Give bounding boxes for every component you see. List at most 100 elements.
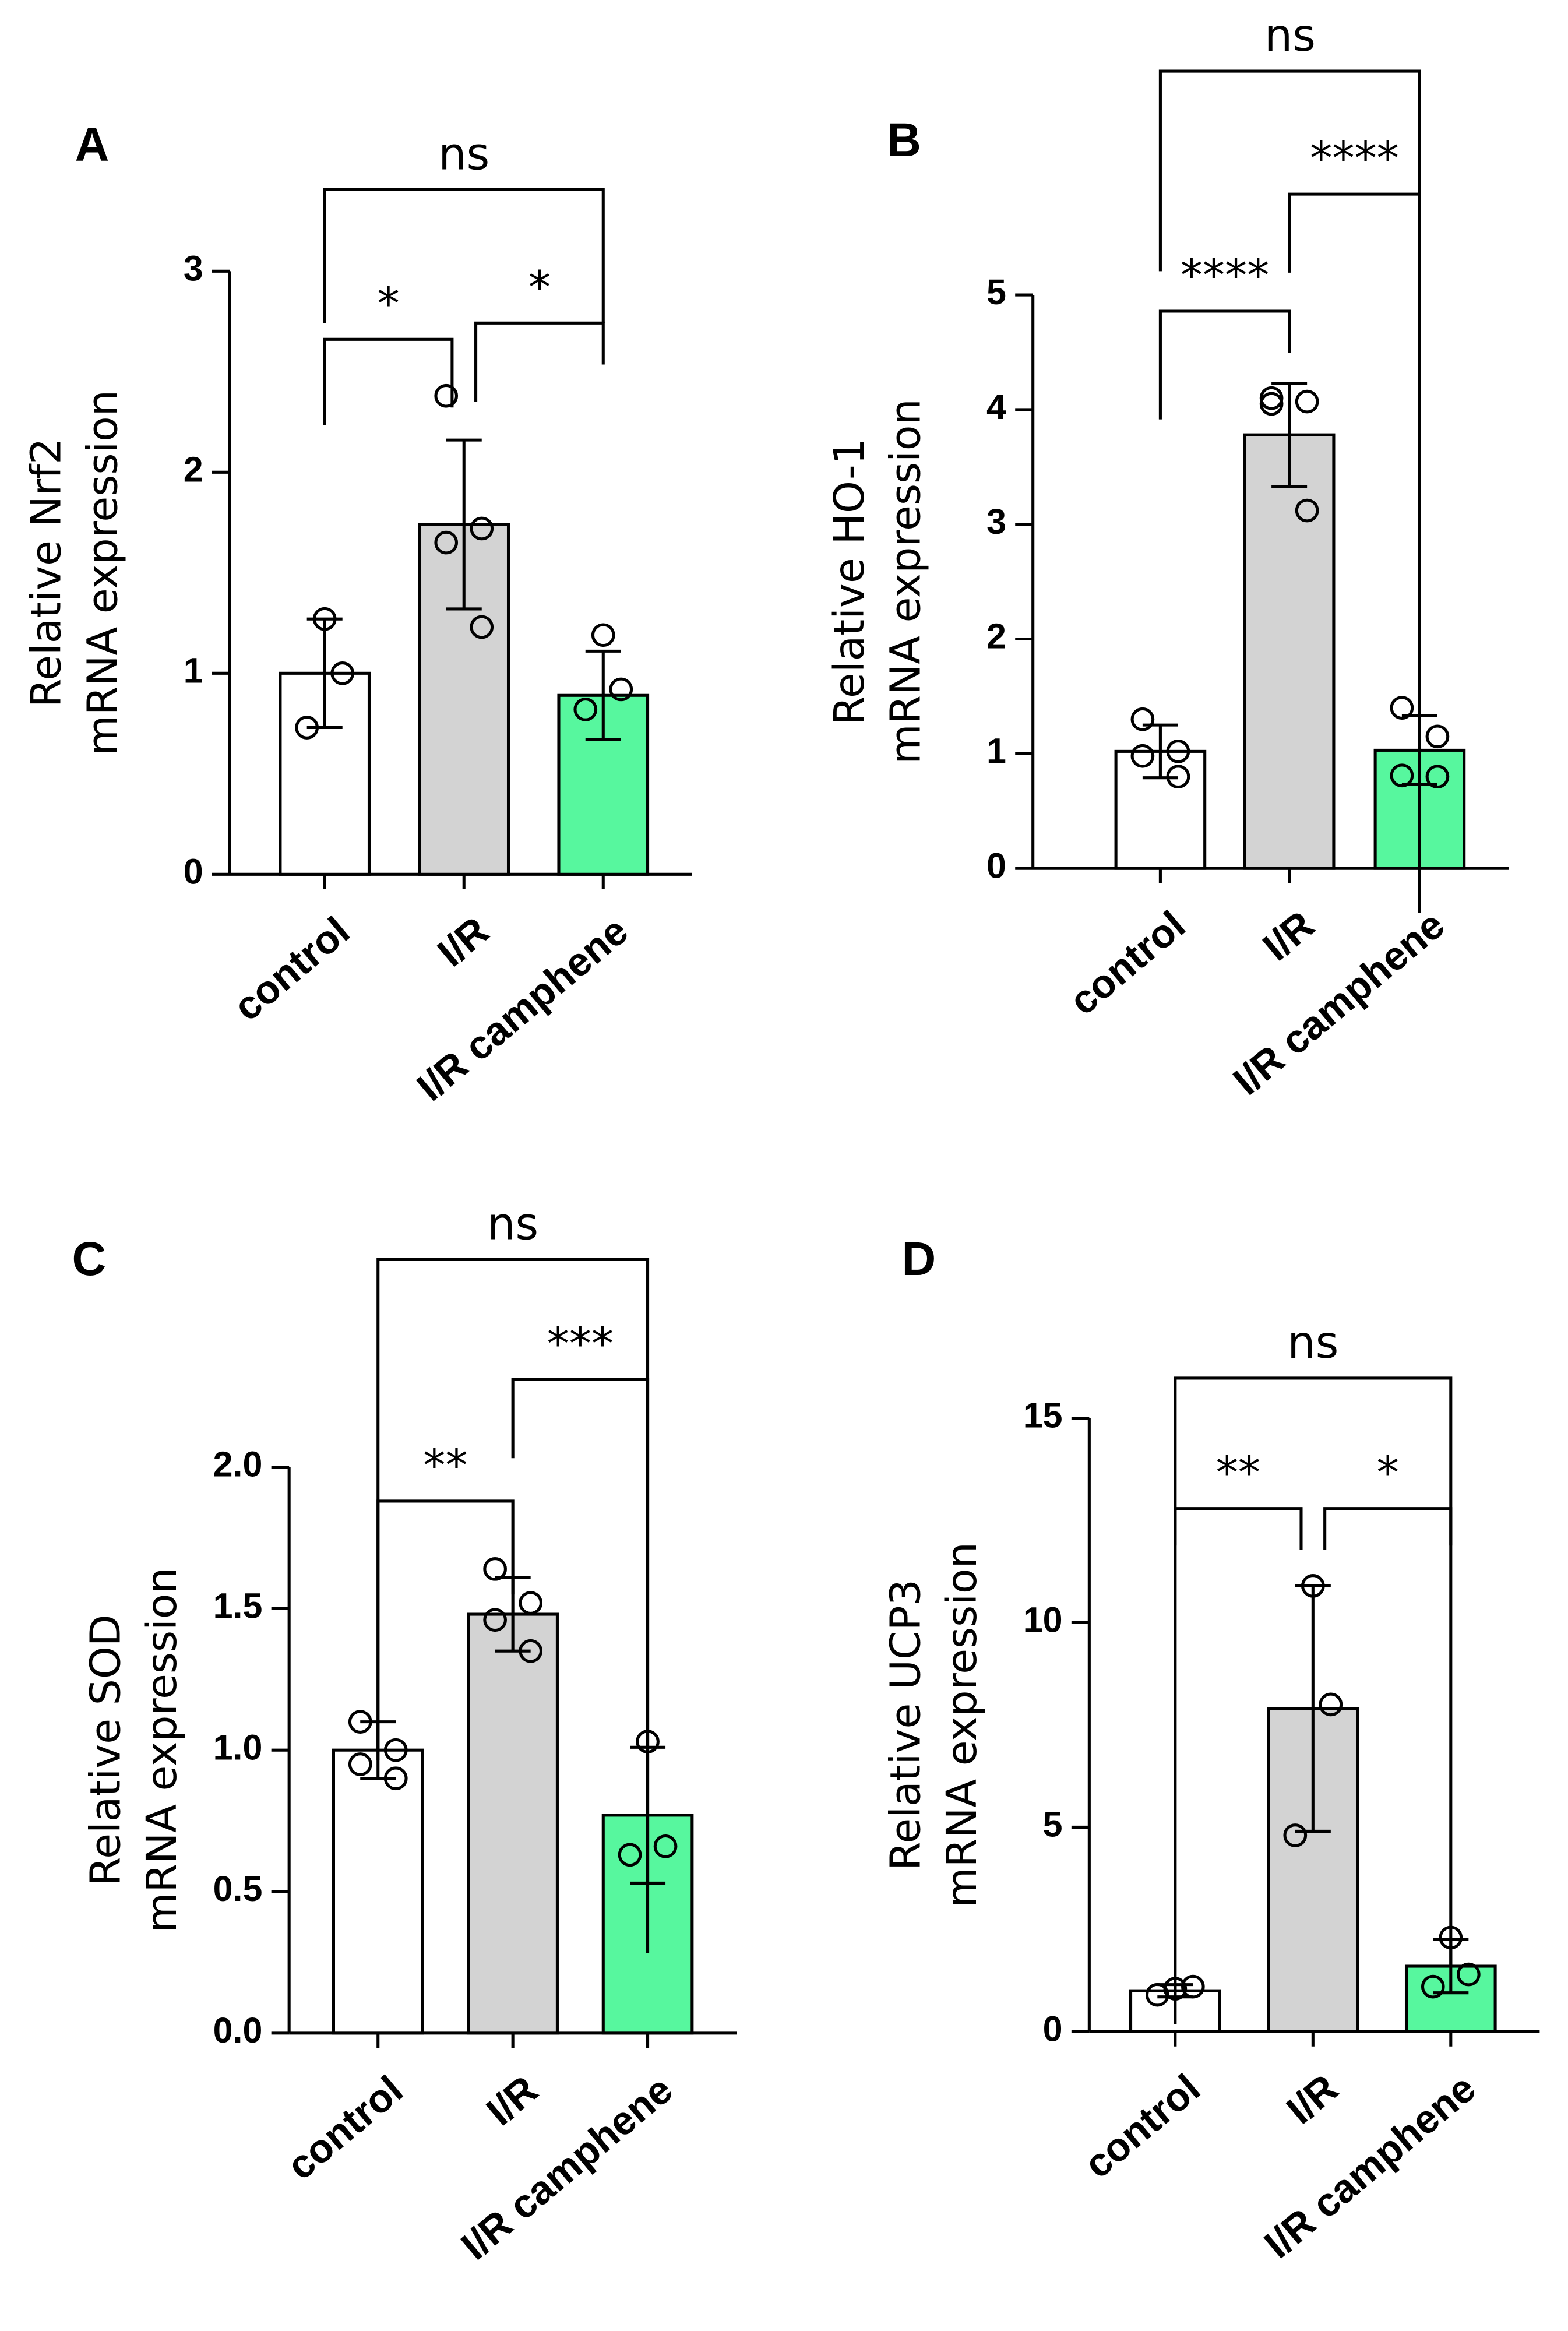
significance-bracket xyxy=(376,1258,650,1953)
x-tick-label: I/R xyxy=(429,908,497,975)
data-point xyxy=(312,607,337,631)
data-point xyxy=(383,1738,408,1762)
significance-label: ns xyxy=(1287,1316,1338,1368)
y-axis-label: mRNA expression xyxy=(938,1542,986,1907)
x-tick-label: I/R xyxy=(1278,2065,1347,2132)
data-point xyxy=(1425,765,1450,789)
significance-bracket xyxy=(1174,1376,1453,1546)
data-point xyxy=(618,1843,642,1867)
y-tick-label: 5 xyxy=(986,272,1006,312)
panel-label: A xyxy=(75,118,110,171)
data-point xyxy=(348,1752,372,1776)
y-axis-label: mRNA expression xyxy=(78,390,126,755)
data-point xyxy=(470,615,494,639)
data-point xyxy=(1259,386,1284,410)
data-point xyxy=(1166,740,1190,763)
data-point xyxy=(609,677,633,702)
data-point xyxy=(470,516,494,541)
y-tick-label: 0.0 xyxy=(213,2010,263,2050)
y-tick-label: 0.5 xyxy=(213,1869,263,1909)
panel-label: C xyxy=(72,1233,106,1286)
y-tick-label: 3 xyxy=(184,248,203,288)
x-tick-label: I/R xyxy=(478,2067,546,2134)
y-tick-label: 10 xyxy=(1023,1600,1063,1640)
y-tick-label: 1.5 xyxy=(213,1586,263,1625)
data-point xyxy=(519,1591,543,1615)
data-point xyxy=(1130,744,1155,768)
data-point xyxy=(519,1639,543,1663)
y-tick-label: 2 xyxy=(184,449,203,489)
data-point xyxy=(1130,707,1155,731)
y-axis-label: Relative UCP3 xyxy=(882,1579,930,1871)
significance-label: * xyxy=(377,277,399,329)
panel-label: D xyxy=(902,1233,936,1286)
panel: C Relative SOD mRNA expression 0.0 0.5 1.0 1.5… xyxy=(72,1198,737,2269)
significance-label: * xyxy=(1377,1447,1399,1499)
data-point xyxy=(1390,696,1414,720)
y-tick-label: 1.0 xyxy=(213,1727,263,1767)
y-tick-label: 2.0 xyxy=(213,1445,263,1484)
data-point xyxy=(483,1608,507,1632)
significance-bracket xyxy=(1174,1507,1303,2024)
bar xyxy=(1114,749,1207,870)
significance-label: *** xyxy=(547,1318,614,1369)
significance-label: ** xyxy=(423,1439,467,1491)
panel: B Relative HO-1 mRNA expression 0 1 2 3 4 5 contr… xyxy=(825,9,1509,1104)
x-tick-label: control xyxy=(279,2067,411,2189)
significance-label: **** xyxy=(1181,249,1270,301)
error-bar xyxy=(1271,382,1308,488)
significance-bracket xyxy=(1323,1507,1453,1965)
y-tick-label: 0 xyxy=(986,846,1006,885)
significance-label: **** xyxy=(1310,132,1399,184)
data-point xyxy=(1319,1692,1343,1717)
error-bar xyxy=(585,649,621,741)
y-axis-label: Relative HO-1 xyxy=(825,438,873,725)
y-axis-label: mRNA expression xyxy=(882,399,930,764)
data-point xyxy=(1181,1974,1205,1999)
y-tick-label: 1 xyxy=(184,650,203,690)
y-tick-label: 3 xyxy=(986,502,1006,541)
data-point xyxy=(348,1710,372,1734)
significance-bracket xyxy=(1158,309,1291,420)
data-point xyxy=(1456,1962,1481,1987)
data-point xyxy=(434,530,459,555)
data-point xyxy=(483,1557,507,1581)
y-tick-label: 5 xyxy=(1043,1805,1063,1844)
data-point xyxy=(434,383,459,408)
y-tick-label: 1 xyxy=(986,731,1006,770)
x-tick-label: control xyxy=(1061,902,1194,1024)
significance-label: ns xyxy=(438,128,489,180)
data-point xyxy=(330,661,355,685)
data-point xyxy=(1295,498,1319,523)
data-point xyxy=(1295,389,1319,414)
data-point xyxy=(383,1766,408,1791)
panel-label: B xyxy=(887,114,921,167)
x-tick-label: I/R xyxy=(1255,902,1323,969)
significance-bracket xyxy=(323,188,605,323)
data-point xyxy=(653,1834,678,1858)
y-tick-label: 0 xyxy=(184,851,203,891)
y-tick-label: 4 xyxy=(986,387,1006,427)
data-point xyxy=(1145,1983,1169,2007)
error-bar xyxy=(1295,1584,1331,1833)
significance-bracket xyxy=(474,321,605,402)
x-tick-label: control xyxy=(1076,2065,1208,2187)
y-tick-label: 15 xyxy=(1023,1396,1063,1435)
panel: D Relative UCP3 mRNA expression 0 5 10 15 contr… xyxy=(882,1233,1540,2267)
y-axis-label: Relative Nrf2 xyxy=(22,438,71,708)
data-point xyxy=(1301,1573,1325,1598)
panel: A Relative Nrf2 mRNA expression 0 1 2 3 control… xyxy=(22,118,692,1110)
y-tick-label: 2 xyxy=(986,617,1006,656)
error-bar xyxy=(1142,723,1178,780)
x-tick-label: control xyxy=(225,908,358,1030)
significance-bracket xyxy=(323,337,454,425)
significance-label: * xyxy=(528,261,551,313)
data-point xyxy=(295,716,319,740)
significance-label: ns xyxy=(1264,9,1316,61)
data-point xyxy=(1166,765,1190,789)
y-axis-label: mRNA expression xyxy=(138,1567,186,1932)
data-point xyxy=(591,623,615,647)
significance-label: ** xyxy=(1216,1447,1260,1499)
